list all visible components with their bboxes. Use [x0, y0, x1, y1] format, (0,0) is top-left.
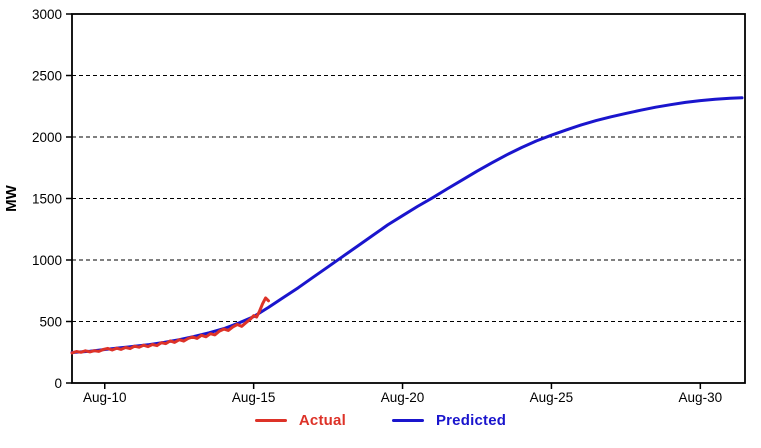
- actual-line: [70, 296, 270, 355]
- legend-item-predicted: Predicted: [391, 412, 507, 429]
- y-tick-label-2000: 2000: [32, 130, 62, 145]
- x-tick-label-30: Aug-30: [679, 390, 723, 405]
- legend-item-actual: Actual: [254, 412, 346, 429]
- x-tick-label-20: Aug-20: [381, 390, 425, 405]
- y-tick-label-2500: 2500: [32, 69, 62, 84]
- predicted-line: [70, 96, 744, 354]
- predicted-line-swatch: [391, 419, 424, 422]
- actual-line-swatch: [254, 419, 287, 422]
- x-tick-label-25: Aug-25: [530, 390, 574, 405]
- y-tick-label-1500: 1500: [32, 192, 62, 207]
- y-axis-title: MW: [3, 184, 20, 211]
- y-tick-label-3000: 3000: [32, 7, 62, 22]
- actual-legend-label: Actual: [298, 412, 346, 429]
- x-tick-label-15: Aug-15: [232, 390, 276, 405]
- predicted-legend-label: Predicted: [435, 412, 507, 429]
- x-tick-label-10: Aug-10: [83, 390, 127, 405]
- y-tick-label-500: 500: [39, 315, 62, 330]
- chart-legend: Actual Predicted: [0, 412, 761, 429]
- y-tick-label-1000: 1000: [32, 253, 62, 268]
- y-tick-label-0: 0: [54, 376, 62, 391]
